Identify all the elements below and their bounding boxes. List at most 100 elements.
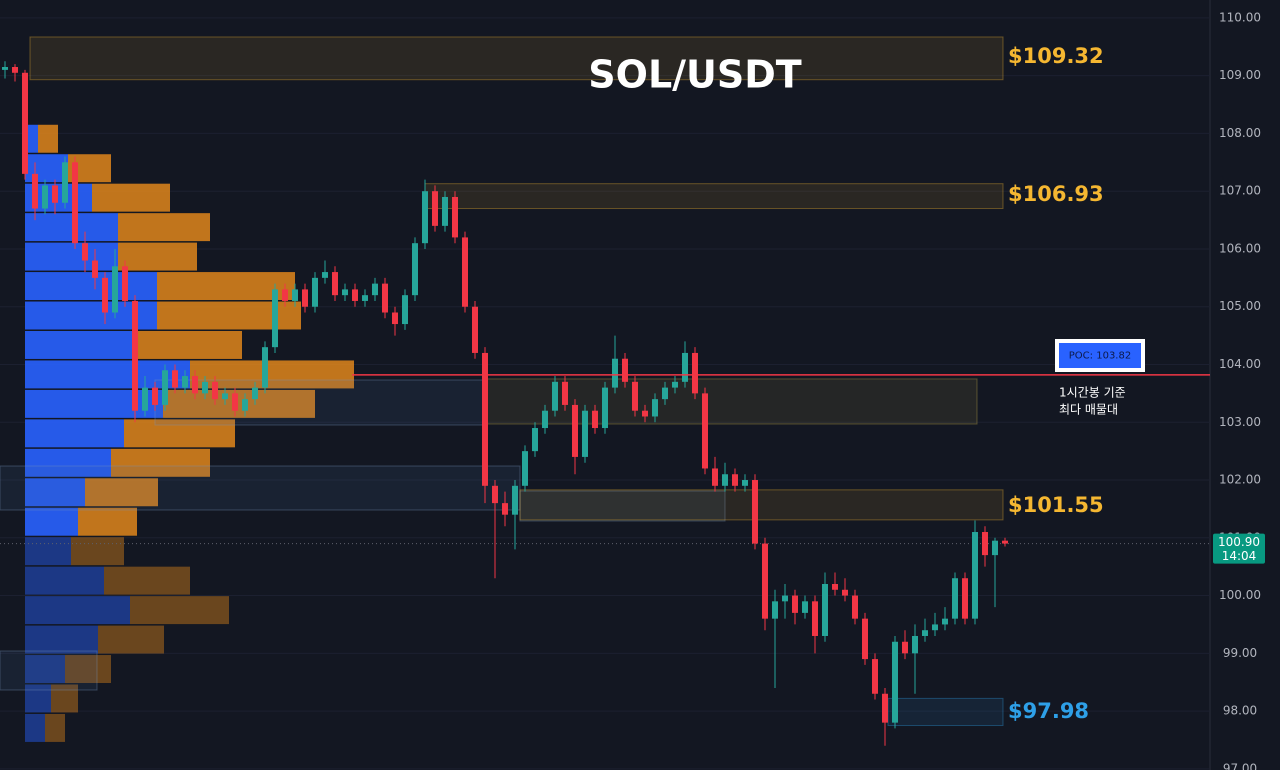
candle-body (392, 312, 398, 325)
candle-body (932, 624, 938, 631)
profile-sell-bar (98, 625, 164, 654)
candle-body (92, 260, 98, 278)
profile-buy-bar (25, 713, 45, 742)
chart-title: SOL/USDT (588, 53, 802, 97)
profile-sell-bar (51, 684, 78, 713)
candle-body (502, 503, 508, 515)
candle-body (892, 641, 898, 723)
candle-body (982, 532, 988, 556)
poc-note: 1시간봉 기준 (1059, 386, 1126, 400)
candle-body (882, 693, 888, 723)
candle-body (762, 543, 768, 619)
profile-buy-bar (25, 389, 163, 418)
profile-sell-bar (45, 713, 65, 742)
profile-buy-bar (25, 684, 51, 713)
candle-body (152, 387, 158, 405)
candle-body (742, 480, 748, 486)
profile-sell-bar (111, 448, 210, 477)
candle-body (672, 381, 678, 388)
profile-buy-bar (25, 272, 157, 301)
candle-body (752, 480, 758, 544)
candle-body (582, 410, 588, 457)
profile-buy-bar (25, 507, 78, 536)
zone-label: $101.55 (1008, 493, 1104, 517)
profile-sell-bar (78, 507, 137, 536)
candle-body (452, 196, 458, 238)
price-zone (519, 489, 1004, 521)
profile-buy-bar (25, 330, 133, 359)
candle-body (112, 266, 118, 313)
poc-label: POC: 103.82 (1069, 351, 1131, 362)
candle-body (612, 358, 618, 388)
price-zone (29, 36, 1004, 81)
candle-body (262, 347, 268, 388)
candle-body (442, 196, 448, 226)
candle-body (342, 289, 348, 296)
y-tick-label: 110.00 (1219, 10, 1261, 24)
candle-body (712, 468, 718, 486)
candle-body (62, 162, 68, 203)
poc-box-inner (1059, 343, 1141, 368)
profile-sell-bar (130, 596, 229, 625)
profile-sell-bar (118, 242, 197, 271)
candle-body (812, 601, 818, 636)
candle-body (662, 387, 668, 400)
candle-body (642, 410, 648, 417)
y-tick-label: 107.00 (1219, 184, 1261, 198)
candle-body (802, 601, 808, 613)
candle-body (512, 485, 518, 515)
candle-body (352, 289, 358, 301)
profile-sell-bar (92, 183, 170, 212)
candle-body (732, 474, 738, 486)
price-zone (887, 697, 1004, 727)
last-price-label: 100.90 (1218, 535, 1260, 549)
profile-sell-bar (133, 330, 242, 359)
candle-body (192, 376, 198, 394)
profile-sell-bar (104, 566, 190, 595)
candle-body (362, 295, 368, 301)
candle-body (912, 635, 918, 654)
y-tick-label: 97.00 (1223, 761, 1257, 770)
y-tick-label: 99.00 (1223, 646, 1257, 660)
candle-body (652, 399, 658, 417)
candle-body (572, 404, 578, 457)
candle-body (162, 370, 168, 405)
candle-body (472, 306, 478, 353)
profile-buy-bar (25, 124, 38, 153)
candle-body (522, 451, 528, 486)
candle-body (972, 532, 978, 619)
zone-label: $109.32 (1008, 44, 1104, 68)
profile-buy-bar (25, 537, 71, 566)
candle-body (532, 428, 538, 452)
candle-body (782, 595, 788, 602)
candle-body (32, 173, 38, 209)
zone-label: $106.93 (1008, 182, 1104, 206)
y-tick-label: 106.00 (1219, 241, 1261, 255)
profile-buy-bar (25, 242, 118, 271)
candle-body (462, 237, 468, 307)
candle-body (12, 67, 18, 73)
candle-body (962, 578, 968, 619)
candle-body (402, 295, 408, 325)
candle-body (52, 185, 58, 203)
candle-body (322, 272, 328, 278)
profile-buy-bar (25, 213, 118, 242)
poc-note: 최다 매물대 (1059, 403, 1118, 417)
profile-buy-bar (25, 596, 130, 625)
candle-body (232, 393, 238, 411)
profile-sell-bar (157, 301, 301, 330)
candle-body (822, 583, 828, 636)
profile-sell-bar (163, 389, 315, 418)
profile-sell-bar (85, 478, 158, 507)
profile-buy-bar (25, 419, 124, 448)
candle-body (372, 283, 378, 296)
candle-body (552, 381, 558, 411)
candle-body (382, 283, 388, 313)
candle-body (432, 191, 438, 226)
profile-sell-bar (124, 419, 235, 448)
candle-body (942, 618, 948, 625)
y-tick-label: 108.00 (1219, 126, 1261, 140)
candle-body (172, 370, 178, 388)
candle-body (772, 601, 778, 619)
